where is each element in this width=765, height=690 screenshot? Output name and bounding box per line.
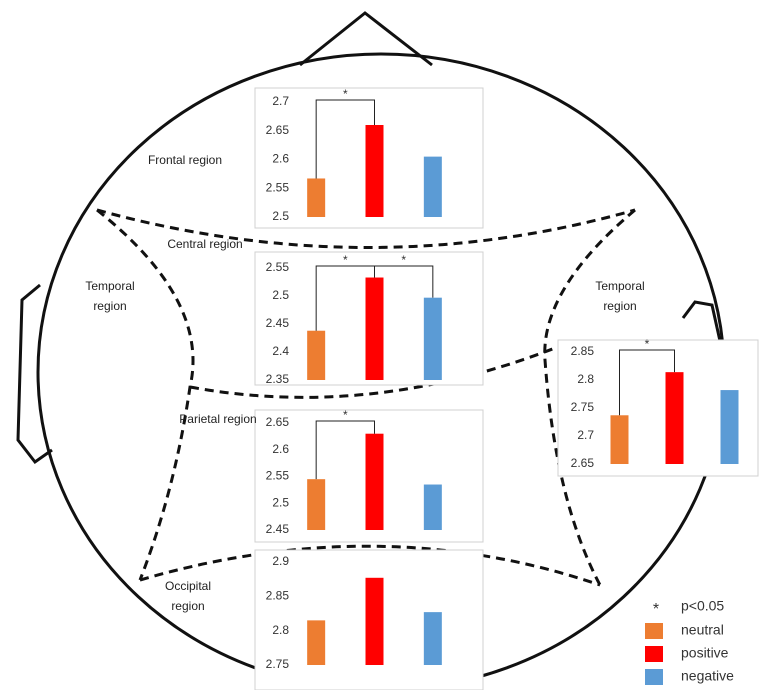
- y-tick-label: 2.75: [266, 657, 290, 671]
- chart-title: Parietal region: [178, 409, 258, 429]
- y-tick-label: 2.55: [266, 260, 290, 274]
- bar: [424, 485, 442, 530]
- bar: [366, 125, 384, 217]
- y-tick-label: 2.65: [571, 456, 595, 470]
- significance-star: *: [343, 87, 348, 101]
- bar: [721, 390, 739, 464]
- y-tick-label: 2.55: [266, 180, 290, 194]
- bar: [424, 612, 442, 665]
- bar: [307, 479, 325, 530]
- chart-title: Frontal region: [145, 150, 225, 170]
- y-tick-label: 2.5: [272, 495, 289, 509]
- y-tick-label: 2.9: [272, 554, 289, 568]
- bar: [611, 415, 629, 464]
- legend-label: negative: [681, 668, 734, 684]
- significance-star: *: [401, 253, 406, 267]
- bar: [307, 178, 325, 217]
- significance-star: *: [343, 253, 348, 267]
- y-tick-label: 2.75: [571, 400, 595, 414]
- legend-swatch: [645, 646, 663, 662]
- bar: [307, 620, 325, 665]
- region-label: Temporal region: [70, 276, 150, 316]
- y-tick-label: 2.65: [266, 123, 290, 137]
- y-tick-label: 2.7: [577, 428, 594, 442]
- bar: [424, 157, 442, 217]
- significance-star: *: [343, 408, 348, 422]
- bar: [424, 298, 442, 380]
- bar: [666, 372, 684, 464]
- y-tick-label: 2.8: [577, 372, 594, 386]
- y-tick-label: 2.6: [272, 152, 289, 166]
- y-tick-label: 2.45: [266, 522, 290, 536]
- bar: [307, 331, 325, 380]
- chart-title: Occipital region: [148, 576, 228, 616]
- chart-title: Central region: [165, 234, 245, 254]
- y-tick-label: 2.65: [266, 415, 290, 429]
- y-tick-label: 2.35: [266, 372, 290, 386]
- chart-title: Temporal region: [580, 276, 660, 316]
- chart: 2.5 2.55 2.6 2.65 2.7 * 2.35 2.4 2.45 2.5 2.55 * * 2.…: [0, 0, 765, 690]
- bar: [366, 434, 384, 530]
- bar: [366, 578, 384, 665]
- legend-swatch: [645, 669, 663, 685]
- legend-label: positive: [681, 645, 729, 661]
- legend-label: neutral: [681, 622, 724, 638]
- significance-star: *: [645, 337, 650, 351]
- y-tick-label: 2.8: [272, 623, 289, 637]
- y-tick-label: 2.4: [272, 344, 289, 358]
- y-tick-label: 2.7: [272, 94, 289, 108]
- legend-symbol: *: [653, 601, 659, 618]
- legend-note: p<0.05: [681, 598, 724, 614]
- y-tick-label: 2.45: [266, 316, 290, 330]
- y-tick-label: 2.6: [272, 442, 289, 456]
- figure: 2.5 2.55 2.6 2.65 2.7 * 2.35 2.4 2.45 2.5 2.55 * * 2.…: [0, 0, 765, 690]
- y-tick-label: 2.85: [571, 344, 595, 358]
- y-tick-label: 2.5: [272, 288, 289, 302]
- legend-swatch: [645, 623, 663, 639]
- bar: [366, 278, 384, 380]
- y-tick-label: 2.5: [272, 209, 289, 223]
- y-tick-label: 2.85: [266, 589, 290, 603]
- y-tick-label: 2.55: [266, 469, 290, 483]
